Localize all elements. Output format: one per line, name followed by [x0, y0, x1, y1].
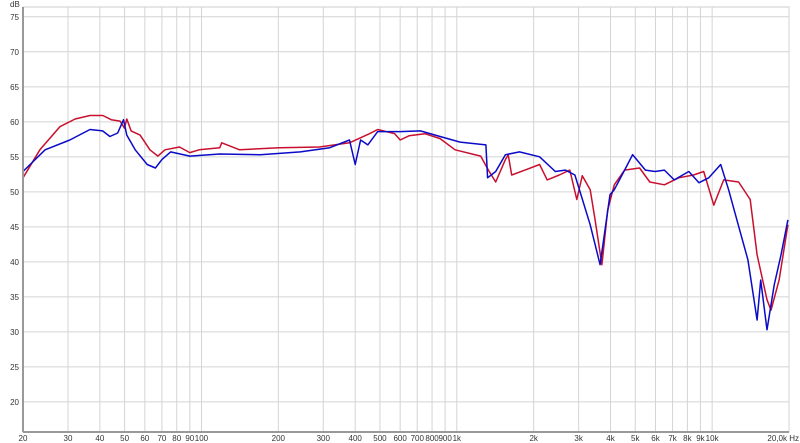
y-tick-label: 20	[10, 398, 19, 407]
x-tick-label: 9k	[696, 434, 705, 443]
series-line-1	[22, 114, 789, 311]
x-tick-label: 400	[349, 434, 363, 443]
x-tick-label: 8k	[683, 434, 692, 443]
series-line-2	[22, 118, 789, 331]
y-tick-label: 50	[10, 188, 19, 197]
x-tick-label: 60	[140, 434, 149, 443]
x-tick-label: 700	[411, 434, 425, 443]
y-tick-label: 55	[10, 153, 19, 162]
x-tick-label: 500	[373, 434, 387, 443]
y-tick-label: 30	[10, 328, 19, 337]
axes: 20 25 30 35 40 45 50 55 60 65 70 75 20 30 40 50 60 70 80 90…	[10, 7, 799, 443]
y-tick-label: 40	[10, 258, 19, 267]
x-tick-label: 10k	[706, 434, 720, 443]
y-axis-label: dB	[10, 0, 20, 9]
x-tick-label: 20	[19, 434, 28, 443]
x-tick-label: 30	[64, 434, 73, 443]
plot-area	[22, 6, 790, 433]
x-tick-label: 600	[393, 434, 407, 443]
x-tick-label: 900	[438, 434, 452, 443]
x-tick-label: 6k	[651, 434, 660, 443]
x-tick-label: 7k	[668, 434, 677, 443]
x-tick-label: 4k	[606, 434, 615, 443]
y-tick-label: 60	[10, 118, 19, 127]
y-tick-label: 25	[10, 363, 19, 372]
x-tick-label: 800	[425, 434, 439, 443]
x-tick-label: 100	[195, 434, 209, 443]
x-tick-label: 40	[95, 434, 104, 443]
x-tick-label: 90	[185, 434, 194, 443]
series-group	[22, 114, 789, 331]
grid	[22, 6, 790, 433]
x-tick-label: 5k	[631, 434, 640, 443]
x-tick-label: 200	[272, 434, 286, 443]
x-tick-label: 20,0k Hz	[767, 434, 799, 443]
y-tick-label: 75	[10, 13, 19, 22]
y-tick-label: 70	[10, 48, 19, 57]
x-tick-label: 3k	[574, 434, 583, 443]
x-tick-label: 300	[317, 434, 331, 443]
y-tick-label: 35	[10, 293, 19, 302]
x-tick-label: 50	[120, 434, 129, 443]
x-tick-label: 1k	[453, 434, 462, 443]
x-tick-label: 70	[157, 434, 166, 443]
y-tick-label: 45	[10, 223, 19, 232]
y-tick-label: 65	[10, 83, 19, 92]
x-tick-label: 80	[172, 434, 181, 443]
x-tick-label: 2k	[529, 434, 538, 443]
